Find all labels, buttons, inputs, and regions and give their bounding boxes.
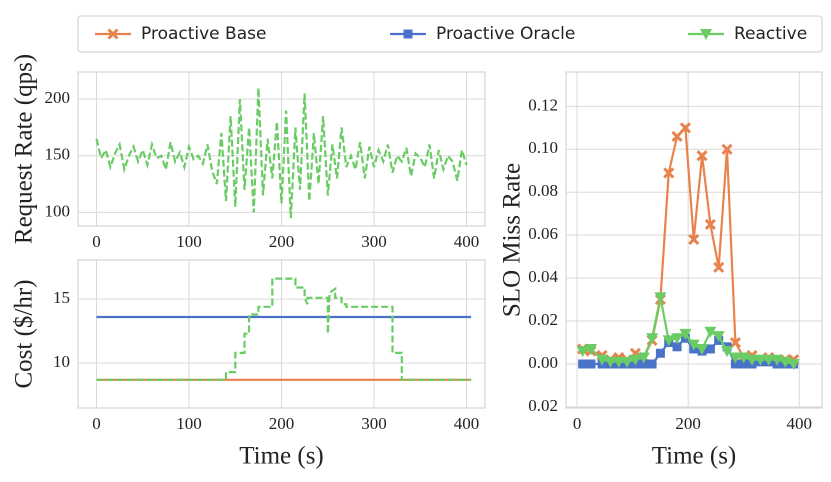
marker (604, 356, 617, 368)
y-tick-label: 0.10 (528, 138, 558, 157)
marker (705, 344, 715, 354)
marker (696, 150, 708, 162)
marker (721, 143, 733, 155)
legend-label: Proactive Base (141, 24, 266, 44)
marker (671, 333, 684, 345)
x-tick-label: 0 (573, 414, 582, 433)
y-tick-label: 0.04 (528, 267, 558, 286)
marker (713, 261, 725, 273)
series-line (96, 277, 472, 381)
y-tick-label: 200 (45, 88, 71, 107)
x-axis-label: Time (s) (239, 443, 324, 470)
y-tick-label: 0.12 (528, 95, 558, 114)
legend-label: Proactive Oracle (436, 24, 575, 44)
x-tick-label: 200 (269, 414, 295, 433)
y-axis-label: SLO Miss Rate (499, 163, 526, 317)
marker (662, 335, 675, 347)
marker (654, 292, 667, 304)
marker (663, 167, 675, 179)
x-tick-label: 200 (269, 232, 295, 251)
legend-box (77, 15, 823, 53)
marker (704, 218, 716, 230)
x-axis-label: Time (s) (652, 443, 737, 470)
marker (646, 333, 659, 345)
y-axis-label: Cost ($/hr) (11, 279, 38, 388)
marker (629, 354, 642, 366)
legend-label: Reactive (734, 24, 807, 44)
y-axis-label: Request Rate (qps) (11, 54, 38, 244)
x-tick-label: 400 (454, 232, 480, 251)
x-tick-label: 300 (361, 414, 387, 433)
y-tick-label: 0.06 (528, 224, 558, 243)
marker (696, 343, 709, 355)
y-tick-label: 100 (45, 201, 71, 220)
marker (712, 331, 725, 343)
marker (671, 130, 683, 142)
y-tick-label: 150 (45, 145, 71, 164)
marker (754, 354, 767, 366)
marker (647, 359, 657, 369)
x-tick-label: 100 (176, 232, 202, 251)
x-tick-label: 300 (361, 232, 387, 251)
marker (729, 336, 741, 349)
y-tick-label: 0.02 (528, 396, 558, 415)
marker (787, 358, 800, 370)
marker (679, 328, 692, 340)
x-tick-label: 400 (786, 414, 812, 433)
x-tick-label: 0 (92, 232, 101, 251)
marker (672, 342, 682, 352)
y-tick-label: 10 (53, 352, 70, 371)
marker (679, 122, 691, 134)
y-tick-label: 0.02 (528, 310, 558, 329)
x-tick-label: 400 (454, 414, 480, 433)
marker (584, 343, 597, 355)
marker (762, 354, 775, 366)
marker (621, 356, 634, 368)
marker (739, 359, 749, 369)
marker (655, 348, 665, 358)
marker (730, 359, 740, 369)
marker (576, 346, 589, 358)
marker (107, 28, 119, 40)
marker (687, 339, 700, 351)
series-line (95, 87, 468, 219)
x-tick-label: 0 (92, 414, 101, 433)
marker (637, 352, 650, 364)
marker (704, 326, 717, 338)
y-tick-label: 0.00 (528, 353, 558, 372)
marker (403, 29, 413, 39)
marker (586, 359, 596, 369)
x-tick-label: 100 (176, 414, 202, 433)
y-tick-label: 0.08 (528, 181, 558, 200)
marker (729, 352, 742, 364)
marker (688, 233, 700, 246)
marker (721, 346, 734, 358)
y-tick-label: 15 (53, 288, 70, 307)
marker (700, 29, 712, 40)
marker (578, 359, 588, 369)
marker (612, 356, 625, 368)
marker (746, 354, 759, 366)
marker (639, 359, 649, 369)
x-tick-label: 200 (675, 414, 701, 433)
